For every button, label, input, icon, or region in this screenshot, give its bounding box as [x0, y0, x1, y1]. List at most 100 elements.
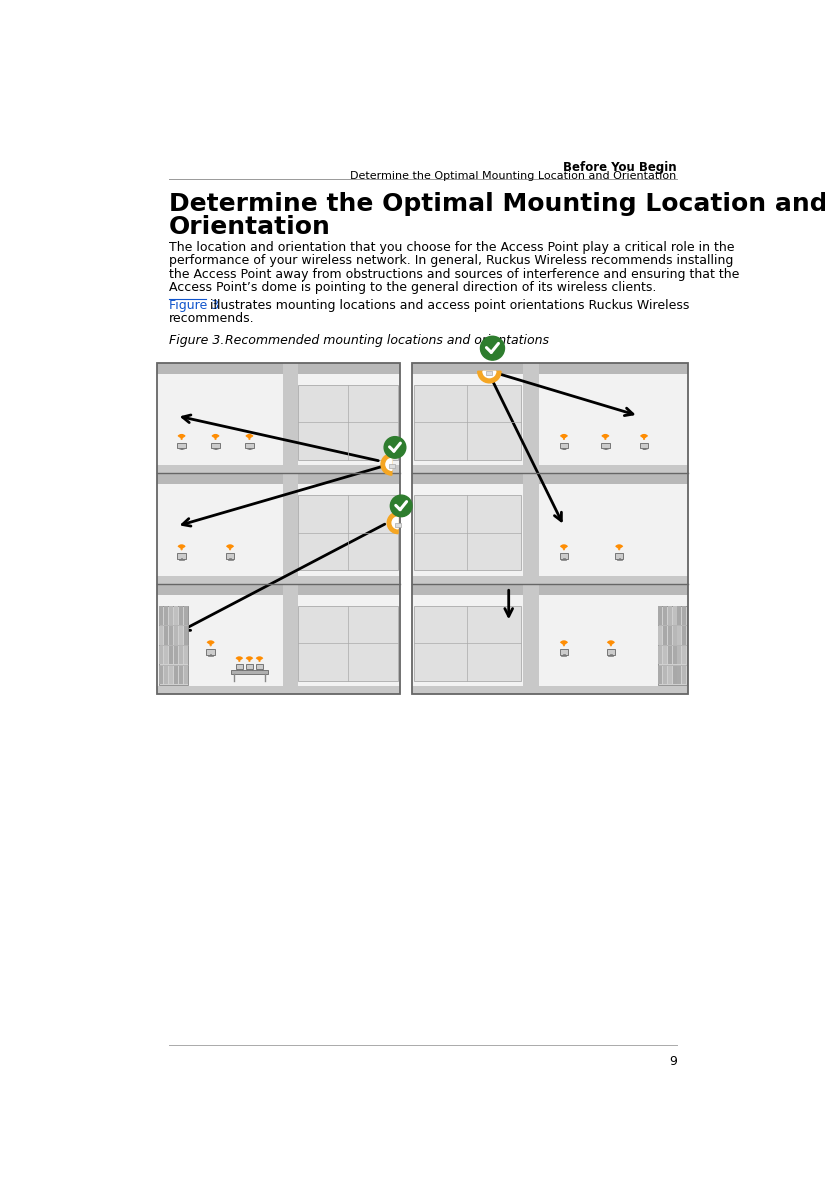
Bar — [256, 664, 263, 668]
Bar — [667, 666, 672, 684]
Bar — [662, 606, 667, 624]
Text: recommends.: recommends. — [169, 311, 255, 325]
Text: Figure 3.: Figure 3. — [169, 333, 224, 346]
Bar — [169, 627, 173, 645]
Bar — [159, 627, 163, 645]
Wedge shape — [478, 371, 501, 383]
Text: performance of your wireless network. In general, Ruckus Wireless recommends ins: performance of your wireless network. In… — [169, 254, 733, 267]
Bar — [179, 666, 183, 684]
Text: Recommended mounting locations and orientations: Recommended mounting locations and orien… — [224, 333, 549, 346]
Bar — [413, 606, 521, 680]
Bar — [159, 666, 163, 684]
Bar — [177, 443, 186, 448]
Bar — [231, 670, 268, 674]
Bar — [662, 646, 667, 665]
Bar — [412, 583, 688, 594]
Bar — [246, 664, 253, 668]
Bar — [658, 646, 662, 665]
Bar — [662, 627, 667, 645]
Bar — [158, 583, 399, 594]
Circle shape — [390, 495, 412, 516]
Text: Orientation: Orientation — [169, 216, 331, 240]
Bar — [682, 666, 686, 684]
Bar — [183, 666, 187, 684]
Bar — [164, 666, 168, 684]
Bar — [158, 363, 399, 374]
Bar — [658, 627, 662, 645]
Bar — [226, 553, 234, 558]
Text: 9: 9 — [669, 1054, 676, 1067]
Text: illustrates mounting locations and access point orientations Ruckus Wireless: illustrates mounting locations and acces… — [206, 298, 690, 311]
Bar — [672, 627, 676, 645]
Bar — [682, 606, 686, 624]
Bar — [677, 666, 681, 684]
Wedge shape — [386, 459, 392, 471]
Text: Determine the Optimal Mounting Location and: Determine the Optimal Mounting Location … — [169, 192, 825, 217]
Bar — [667, 646, 672, 665]
Bar — [672, 646, 676, 665]
Bar — [159, 606, 188, 685]
Bar — [640, 443, 648, 448]
Bar — [283, 363, 298, 694]
Wedge shape — [392, 516, 398, 528]
Bar — [158, 484, 399, 576]
Bar — [158, 473, 399, 484]
Circle shape — [384, 436, 406, 458]
Bar — [159, 646, 163, 665]
Text: Determine the Optimal Mounting Location and Orientation: Determine the Optimal Mounting Location … — [351, 171, 676, 181]
Bar — [158, 374, 399, 466]
Bar — [158, 576, 399, 583]
Bar — [412, 576, 688, 583]
Bar — [412, 686, 688, 694]
Bar — [615, 553, 624, 558]
Bar — [560, 649, 568, 654]
Bar — [206, 649, 214, 654]
Bar — [245, 443, 253, 448]
Bar — [601, 443, 610, 448]
Bar — [672, 606, 676, 624]
Bar — [169, 666, 173, 684]
Bar — [158, 363, 399, 694]
Bar — [412, 594, 688, 686]
Circle shape — [480, 337, 504, 361]
Bar — [158, 686, 399, 694]
Bar — [412, 374, 688, 466]
Bar — [174, 606, 178, 624]
Bar — [183, 606, 187, 624]
Bar — [662, 666, 667, 684]
Bar — [487, 371, 493, 375]
Bar — [606, 649, 615, 654]
Bar — [211, 443, 219, 448]
Bar — [412, 363, 688, 374]
Bar — [164, 646, 168, 665]
Bar — [177, 553, 186, 558]
Bar — [658, 606, 686, 685]
Bar — [412, 363, 688, 694]
Bar — [174, 627, 178, 645]
Bar — [560, 553, 568, 558]
Bar — [412, 484, 688, 576]
Bar — [413, 385, 521, 460]
Bar — [560, 443, 568, 448]
Bar — [158, 594, 399, 686]
Text: Before You Begin: Before You Begin — [563, 162, 676, 175]
Text: the Access Point away from obstructions and sources of interference and ensuring: the Access Point away from obstructions … — [169, 267, 739, 280]
Bar — [236, 664, 243, 668]
Bar — [179, 627, 183, 645]
Bar — [298, 385, 398, 460]
Bar — [677, 627, 681, 645]
Bar — [164, 606, 168, 624]
Bar — [413, 495, 521, 570]
Bar — [298, 495, 398, 570]
Bar — [179, 646, 183, 665]
Bar — [412, 466, 688, 473]
Bar — [667, 606, 672, 624]
Text: The location and orientation that you choose for the Access Point play a critica: The location and orientation that you ch… — [169, 241, 734, 254]
Bar — [389, 464, 394, 468]
Wedge shape — [483, 371, 496, 377]
Bar — [658, 666, 662, 684]
Bar — [169, 606, 173, 624]
Bar — [179, 606, 183, 624]
Bar — [164, 627, 168, 645]
Bar — [395, 522, 401, 527]
